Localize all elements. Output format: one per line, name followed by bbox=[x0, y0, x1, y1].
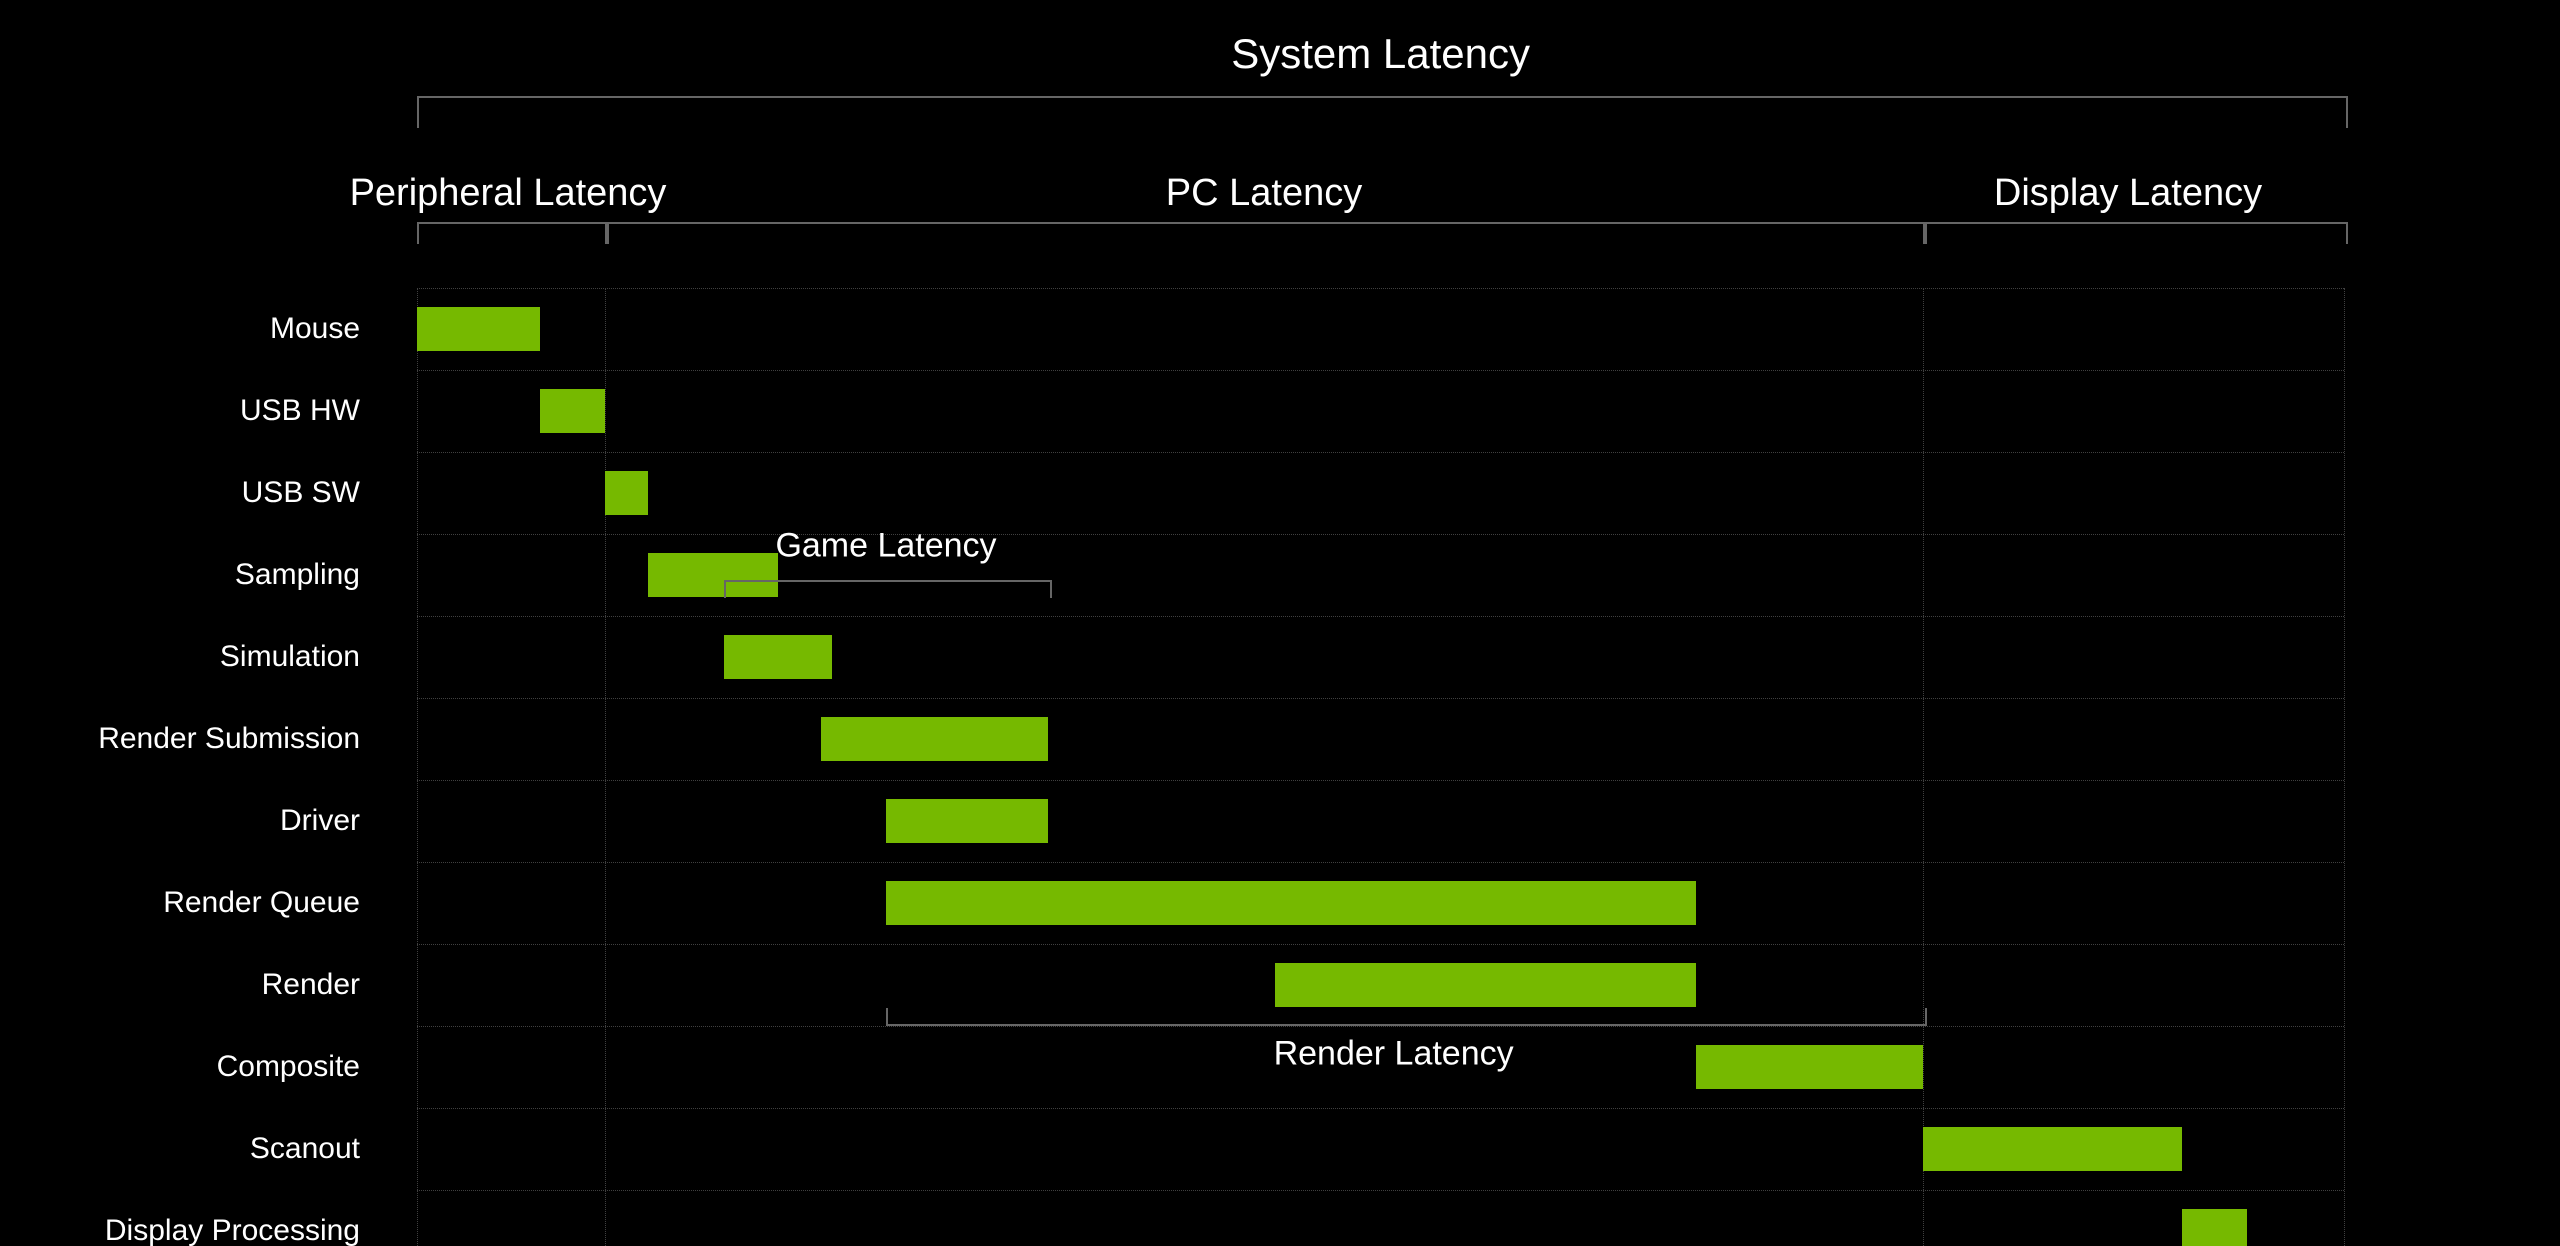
row-label: Render bbox=[262, 968, 360, 1002]
grid-hline bbox=[417, 780, 2344, 781]
row-label: Mouse bbox=[270, 312, 360, 346]
grid-hline bbox=[417, 616, 2344, 617]
grid-hline bbox=[417, 1108, 2344, 1109]
grid-vline bbox=[2344, 288, 2345, 1246]
gantt-bar bbox=[417, 307, 540, 351]
bracket-section bbox=[605, 222, 1927, 244]
gantt-bar bbox=[540, 389, 605, 433]
row-label: Sampling bbox=[235, 558, 360, 592]
gantt-bar bbox=[886, 881, 1696, 925]
grid-hline bbox=[417, 452, 2344, 453]
row-label: Render Submission bbox=[98, 722, 360, 756]
gantt-bar bbox=[886, 799, 1048, 843]
grid-vline bbox=[605, 288, 606, 1246]
grid-hline bbox=[417, 1026, 2344, 1027]
row-label: Composite bbox=[217, 1050, 360, 1084]
section-label: PC Latency bbox=[1166, 172, 1362, 215]
gantt-bar bbox=[2182, 1209, 2247, 1246]
bracket-subsection bbox=[886, 1008, 1927, 1026]
gantt-bar bbox=[724, 635, 832, 679]
bracket-system-latency bbox=[417, 96, 2348, 128]
row-label: USB HW bbox=[240, 394, 360, 428]
gantt-bar bbox=[1696, 1045, 1923, 1089]
gantt-bar bbox=[1923, 1127, 2182, 1171]
gantt-bar bbox=[1275, 963, 1696, 1007]
row-label: Display Processing bbox=[105, 1214, 360, 1246]
grid-hline bbox=[417, 288, 2344, 289]
grid-hline bbox=[417, 1190, 2344, 1191]
section-label: Display Latency bbox=[1994, 172, 2262, 215]
subsection-label: Game Latency bbox=[775, 527, 996, 566]
row-label: Scanout bbox=[250, 1132, 360, 1166]
grid-hline bbox=[417, 698, 2344, 699]
bracket-section bbox=[1923, 222, 2348, 244]
grid-hline bbox=[417, 534, 2344, 535]
grid-hline bbox=[417, 370, 2344, 371]
grid-hline bbox=[417, 944, 2344, 945]
row-label: Simulation bbox=[220, 640, 360, 674]
row-label: Render Queue bbox=[163, 886, 360, 920]
grid-vline bbox=[417, 288, 418, 1246]
grid-hline bbox=[417, 862, 2344, 863]
row-label: Driver bbox=[280, 804, 360, 838]
section-label: Peripheral Latency bbox=[350, 172, 667, 215]
gantt-bar bbox=[605, 471, 648, 515]
gantt-bar bbox=[821, 717, 1048, 761]
title-system-latency: System Latency bbox=[1231, 30, 1530, 78]
row-label: USB SW bbox=[242, 476, 360, 510]
bracket-subsection bbox=[724, 580, 1052, 598]
subsection-label: Render Latency bbox=[1274, 1035, 1514, 1074]
grid-vline bbox=[1923, 288, 1924, 1246]
bracket-section bbox=[417, 222, 609, 244]
